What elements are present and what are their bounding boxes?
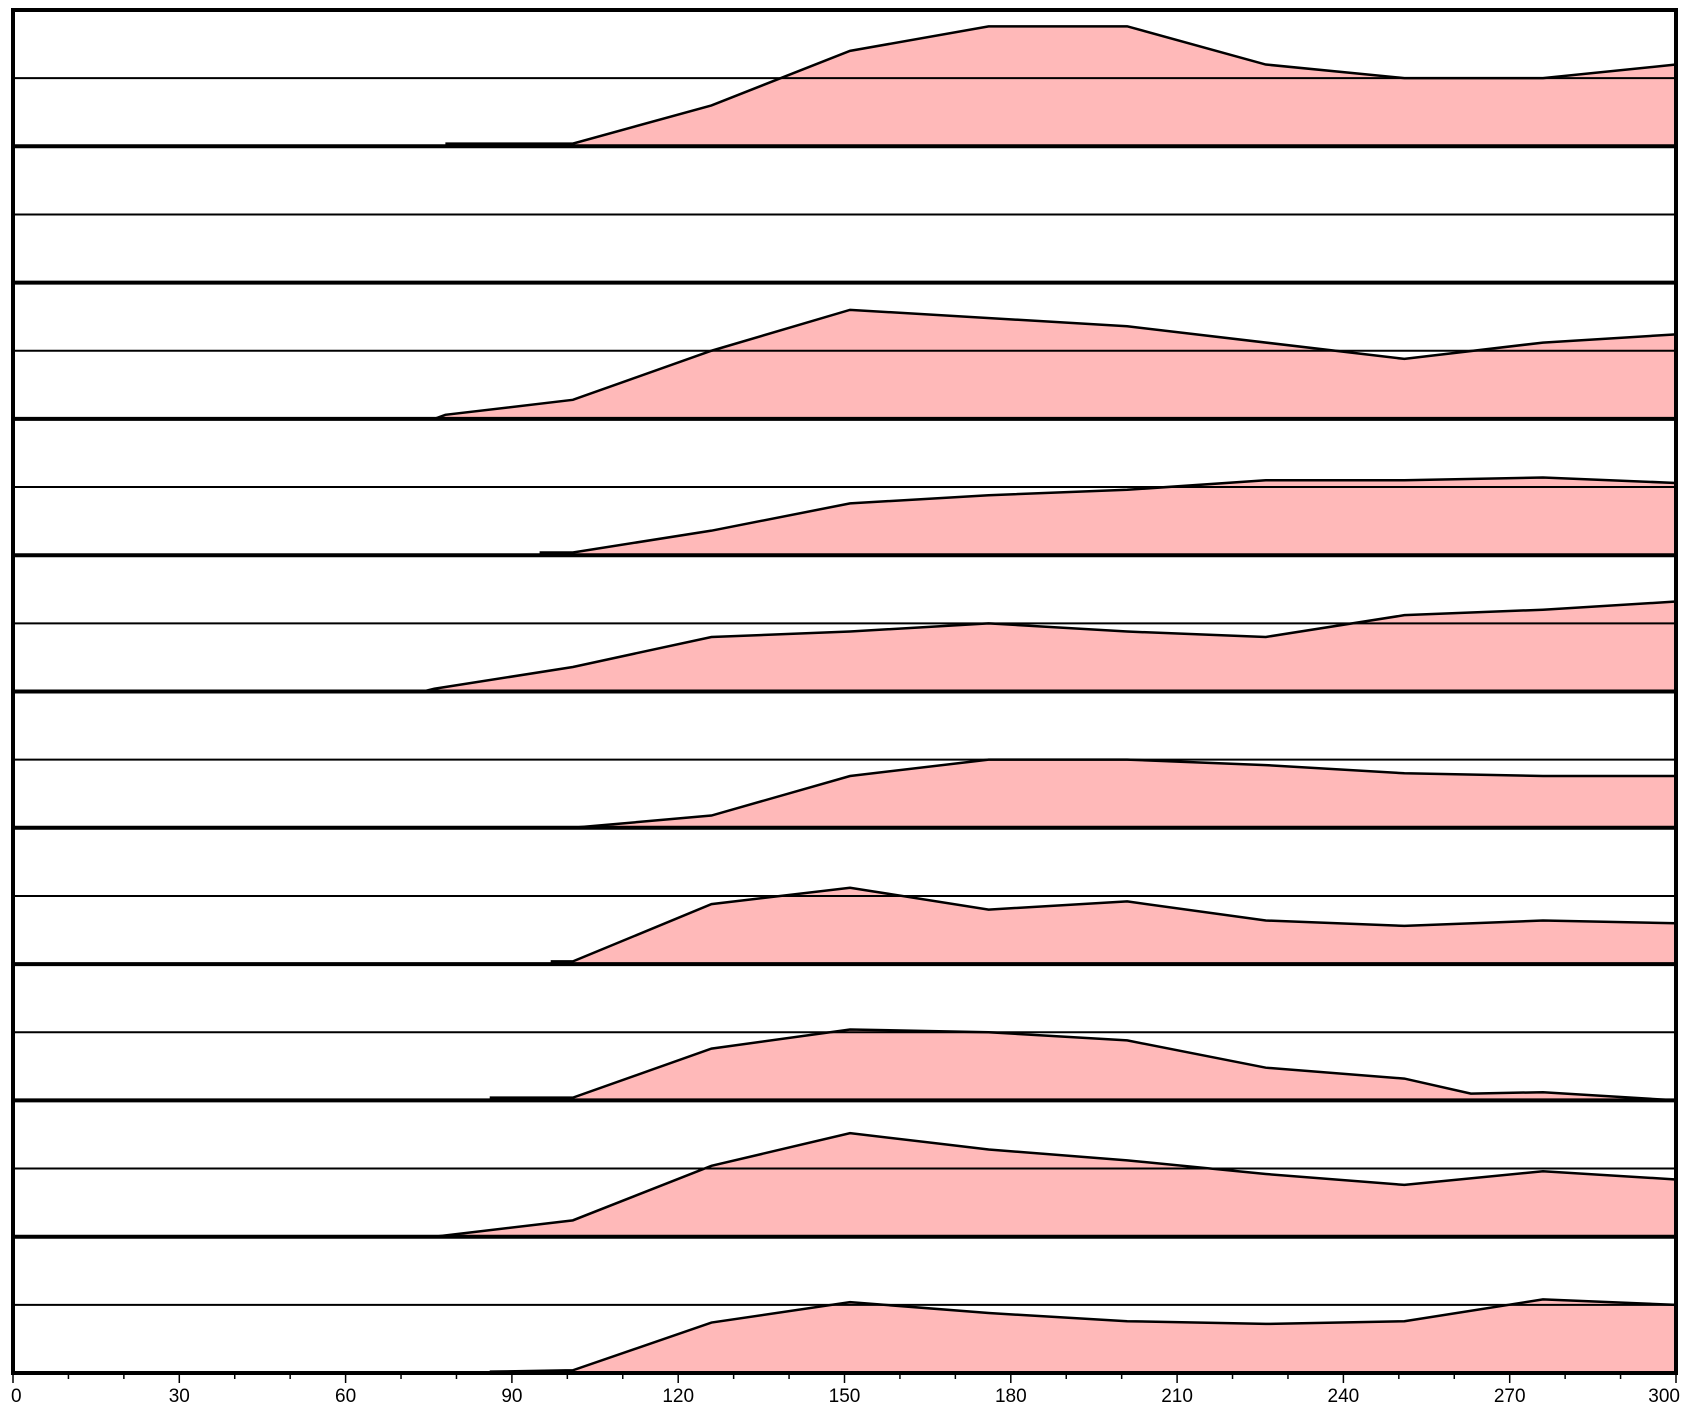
x-tick-label: 270 [1494,1386,1526,1405]
series-line-7 [550,886,1677,963]
series-area-10 [489,1299,1676,1373]
series-line-5 [422,600,1677,693]
x-tick-label: 30 [169,1386,190,1405]
series-line-1 [445,25,1677,145]
x-tick-label: 0 [11,1386,22,1405]
x-tick-label: 180 [995,1386,1027,1405]
series-area-8 [489,1029,1676,1101]
series-line-8 [489,1028,1677,1102]
series-line-6 [572,758,1676,830]
series-area-9 [434,1133,1676,1237]
series-area-4 [539,477,1676,556]
x-tick-label: 120 [662,1386,694,1405]
series-area-5 [423,601,1676,692]
series-line-3 [433,308,1677,421]
x-tick-label: 150 [829,1386,861,1405]
x-tick-label: 300 [1648,1386,1680,1405]
series-area-1 [445,26,1676,147]
x-tick-label: 60 [335,1386,356,1405]
series-area-6 [572,759,1676,828]
series-area-3 [434,309,1676,419]
series-line-4 [539,476,1677,554]
series-line-10 [489,1298,1677,1373]
x-tick-label: 210 [1161,1386,1193,1405]
series-area-7 [550,887,1676,965]
x-tick-label: 240 [1328,1386,1360,1405]
x-tick-label: 90 [501,1386,522,1405]
series-line-9 [434,1131,1677,1238]
